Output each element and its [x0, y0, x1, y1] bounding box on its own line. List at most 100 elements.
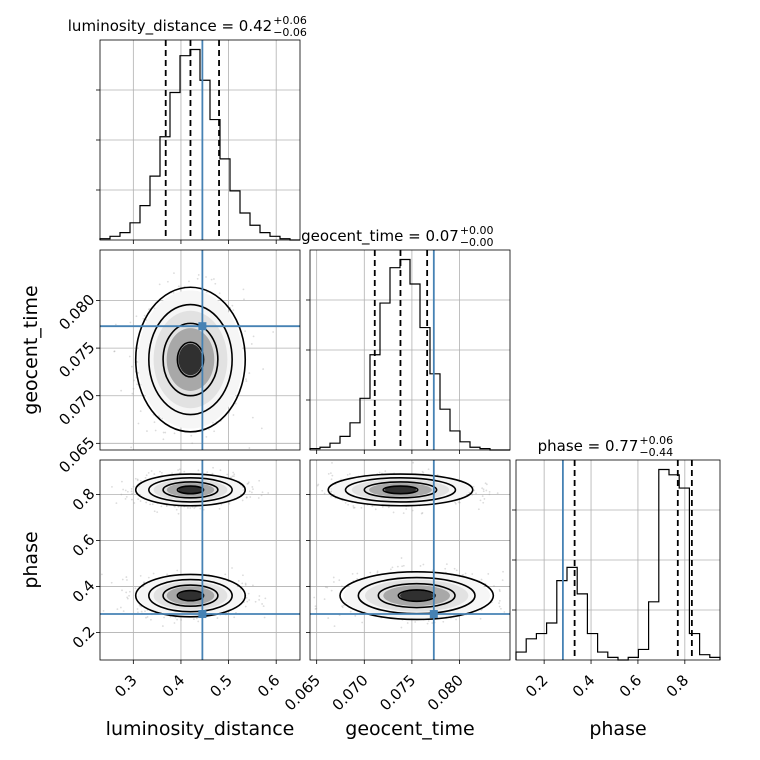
- scatter-point: [481, 487, 484, 490]
- scatter-point: [228, 502, 231, 505]
- pair-panel-geocent_time-phase: [309, 459, 527, 661]
- scatter-point: [174, 616, 177, 619]
- y-axis-label-geocent_time: geocent_time: [20, 285, 42, 414]
- scatter-point: [400, 557, 403, 559]
- scatter-point: [247, 592, 250, 595]
- pair-plot-area: [100, 250, 300, 450]
- scatter-point: [177, 512, 180, 515]
- scatter-point: [246, 600, 249, 603]
- scatter-point: [484, 482, 487, 485]
- scatter-point: [411, 509, 414, 512]
- scatter-point: [475, 492, 477, 495]
- contour-level-1: [377, 582, 456, 609]
- scatter-point: [252, 335, 255, 338]
- scatter-point: [231, 304, 234, 307]
- scatter-point: [214, 282, 217, 285]
- scatter-point: [152, 572, 155, 575]
- scatter-point: [145, 616, 147, 619]
- scatter-point: [248, 599, 251, 601]
- scatter-point: [150, 618, 152, 621]
- scatter-point: [187, 507, 189, 509]
- scatter-point: [264, 597, 267, 600]
- scatter-point: [313, 596, 316, 599]
- scatter-point: [332, 581, 335, 583]
- scatter-point: [130, 487, 133, 490]
- scatter-point: [121, 480, 123, 483]
- scatter-point: [371, 505, 374, 508]
- scatter-point: [206, 471, 209, 474]
- scatter-point: [338, 579, 341, 582]
- scatter-point: [237, 580, 240, 582]
- scatter-point: [197, 620, 200, 623]
- scatter-point: [384, 470, 387, 473]
- scatter-point: [224, 573, 227, 576]
- x-tick-label-phase: 0.4: [569, 671, 599, 701]
- scatter-point: [525, 588, 527, 590]
- scatter-point: [445, 563, 448, 566]
- scatter-point: [139, 479, 142, 482]
- x-tick-label-luminosity_distance: 0.6: [254, 671, 284, 701]
- scatter-point: [369, 571, 372, 574]
- scatter-point: [444, 567, 447, 570]
- scatter-point: [119, 606, 122, 609]
- scatter-point: [133, 502, 136, 504]
- scatter-point: [247, 482, 250, 485]
- scatter-point: [356, 577, 359, 580]
- pair-frame: [309, 459, 511, 661]
- scatter-point: [140, 383, 142, 386]
- scatter-point: [479, 617, 482, 620]
- scatter-point: [251, 486, 254, 488]
- scatter-point: [323, 598, 326, 601]
- scatter-point: [472, 485, 475, 488]
- contour-level-0: [176, 589, 205, 602]
- scatter-point: [165, 504, 168, 507]
- scatter-point: [125, 495, 128, 498]
- scatter-point: [126, 597, 129, 600]
- scatter-point: [219, 469, 222, 472]
- scatter-point: [144, 610, 146, 613]
- scatter-point: [431, 622, 434, 624]
- scatter-point: [427, 468, 430, 471]
- scatter-point: [503, 611, 506, 613]
- hist-title-phase: phase = 0.77: [538, 437, 639, 455]
- scatter-point: [353, 506, 356, 509]
- scatter-point: [153, 421, 156, 424]
- scatter-point: [267, 492, 270, 494]
- scatter-point: [314, 608, 317, 610]
- scatter-point: [218, 507, 221, 510]
- contour-level-1: [162, 481, 219, 499]
- scatter-point: [361, 621, 364, 624]
- scatter-point: [405, 508, 408, 510]
- title-upper-error: +0.00: [460, 224, 494, 237]
- density-core: [178, 591, 203, 601]
- scatter-point: [130, 498, 133, 501]
- scatter-point: [348, 473, 351, 475]
- scatter-point: [220, 503, 223, 506]
- scatter-point: [487, 573, 490, 575]
- scatter-point: [175, 508, 178, 511]
- y-tick-label-geocent_time: 0.070: [55, 386, 98, 429]
- scatter-point: [455, 569, 458, 572]
- scatter-point: [331, 474, 334, 477]
- scatter-point: [331, 461, 333, 464]
- scatter-point: [354, 614, 357, 617]
- truth-marker: [198, 322, 207, 331]
- scatter-point: [128, 355, 131, 358]
- scatter-point: [349, 610, 352, 613]
- x-tick-label-geocent_time: 0.075: [376, 671, 419, 714]
- title-upper-error: +0.06: [273, 14, 307, 27]
- scatter-point: [136, 608, 139, 610]
- scatter-point: [137, 498, 140, 501]
- truth-marker: [198, 610, 207, 619]
- contour-level-3: [327, 473, 474, 507]
- contour-level-2: [148, 477, 233, 503]
- scatter-point: [100, 573, 103, 576]
- scatter-point: [160, 471, 163, 474]
- scatter-point: [216, 617, 219, 619]
- contour-level-2: [344, 477, 457, 503]
- scatter-point: [177, 469, 179, 471]
- scatter-point: [422, 471, 425, 474]
- x-tick-label-luminosity_distance: 0.5: [206, 671, 236, 701]
- scatter-point: [148, 308, 150, 311]
